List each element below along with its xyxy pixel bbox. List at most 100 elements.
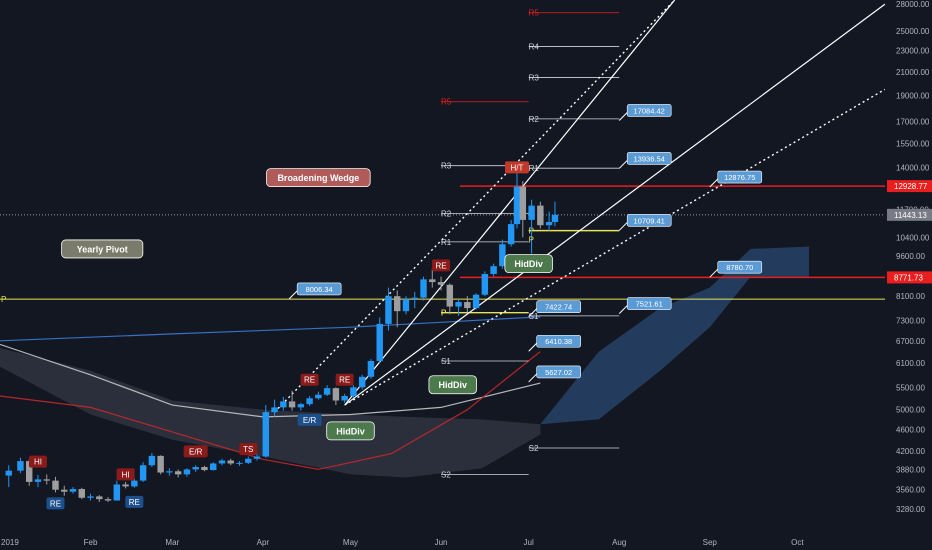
signal-marker-box bbox=[300, 373, 319, 386]
time-tick-label: 2019 bbox=[1, 538, 19, 547]
candle-body bbox=[323, 388, 331, 395]
candle-body bbox=[61, 489, 68, 492]
price-axis-label-box bbox=[887, 208, 932, 221]
signal-marker-box bbox=[239, 443, 258, 456]
candle bbox=[429, 268, 436, 288]
value-callout-label: 10709.41 bbox=[634, 216, 665, 225]
signal-marker-box bbox=[504, 161, 529, 174]
candles bbox=[5, 169, 559, 502]
price-tick-label: 28000.00 bbox=[896, 0, 930, 9]
candle-body bbox=[288, 401, 296, 408]
value-callout-pointer bbox=[709, 268, 719, 278]
moving-average-0 bbox=[0, 316, 541, 342]
value-callout: 7521.61 bbox=[618, 297, 672, 314]
signal-marker-box bbox=[46, 497, 65, 510]
candle-body bbox=[315, 394, 322, 399]
candle-body bbox=[490, 266, 497, 274]
signal-markers: HI RE HI RE E/R TS RE E/R RE RE H/T P P bbox=[28, 161, 534, 510]
signal-marker: HI bbox=[28, 455, 47, 468]
pivot-levels: R5 R4 R3 R2 R1 P S1 S2 R5 R3 R2 R1 P S1 S2 bbox=[441, 9, 620, 479]
candle-body bbox=[551, 214, 559, 222]
value-callout-box bbox=[626, 152, 672, 165]
time-axis[interactable]: 2019 Feb Mar Apr May Jun Jul Aug Sep Oct bbox=[0, 530, 932, 550]
candle bbox=[332, 387, 340, 406]
annotation-box bbox=[326, 421, 375, 441]
price-tick-label: 10400.00 bbox=[896, 233, 930, 242]
value-callout: 5627.02 bbox=[528, 365, 581, 383]
value-callout-pointer bbox=[709, 178, 719, 188]
annotation-box bbox=[61, 239, 144, 259]
candle-body bbox=[52, 480, 59, 490]
price-tick-label: 4600.00 bbox=[896, 425, 925, 434]
time-tick-label: Jul bbox=[524, 538, 534, 547]
price-tick-label: 14000.00 bbox=[896, 163, 930, 172]
candle-body bbox=[34, 479, 42, 482]
candle bbox=[183, 468, 191, 477]
candle bbox=[218, 458, 226, 466]
candle-body bbox=[183, 469, 191, 475]
annotation-box bbox=[428, 375, 477, 395]
pivot-label-S1: S1 bbox=[441, 357, 451, 366]
candle-body bbox=[253, 456, 261, 459]
candle bbox=[394, 290, 401, 328]
candle-body bbox=[87, 496, 94, 498]
value-callout: 12876.75 bbox=[709, 170, 763, 188]
annotation-box bbox=[504, 254, 553, 274]
price-tick-label: 5000.00 bbox=[896, 406, 925, 415]
candle bbox=[52, 476, 59, 493]
signal-marker: RE bbox=[300, 373, 319, 386]
candle bbox=[315, 391, 322, 400]
price-tick-label: 25000.00 bbox=[896, 27, 930, 36]
value-callout-pointer bbox=[618, 160, 628, 169]
candle-body bbox=[43, 479, 50, 481]
pivot-p-label: P bbox=[441, 309, 446, 318]
value-callout-box bbox=[626, 214, 672, 227]
signal-marker-label: HI bbox=[34, 458, 42, 467]
signal-marker-box bbox=[432, 259, 451, 272]
signal-marker: E/R bbox=[297, 413, 322, 426]
candle bbox=[341, 393, 348, 403]
price-tick-label: 8100.00 bbox=[896, 292, 925, 301]
candle bbox=[280, 396, 287, 411]
value-callout: 10709.41 bbox=[618, 214, 672, 231]
candle bbox=[411, 291, 418, 309]
annotation-label: HidDiv bbox=[336, 426, 365, 436]
signal-marker: RE bbox=[46, 497, 65, 510]
price-tick-label: 17000.00 bbox=[896, 118, 930, 127]
candle-body bbox=[545, 221, 553, 226]
candle bbox=[288, 390, 296, 411]
candle bbox=[157, 455, 164, 475]
price-tick-label: 6700.00 bbox=[896, 337, 925, 346]
price-tick-label: 4200.00 bbox=[896, 447, 925, 456]
candle-body bbox=[17, 461, 24, 471]
trendlines[interactable] bbox=[274, 0, 886, 413]
value-callout-label: 13936.54 bbox=[634, 154, 665, 163]
candle-body bbox=[245, 458, 252, 463]
candle-body bbox=[192, 467, 199, 470]
candle bbox=[323, 385, 331, 397]
price-axis-label: 12928.77 bbox=[887, 180, 932, 193]
annotations: Broadening Wedge Yearly Pivot HidDiv HidDiv… bbox=[61, 168, 553, 441]
pivot-label-R2: R2 bbox=[441, 210, 452, 219]
trendline-0 bbox=[274, 0, 676, 413]
signal-marker-label: E/R bbox=[189, 447, 203, 456]
price-axis-label: 11443.13 bbox=[887, 208, 932, 221]
candle-body bbox=[464, 302, 471, 309]
price-axis-label-text: 12928.77 bbox=[894, 182, 928, 191]
price-axis[interactable]: 28000.00 25000.00 23000.00 21000.00 19000.00… bbox=[885, 0, 932, 550]
candle-body bbox=[122, 484, 129, 487]
time-tick-label: Mar bbox=[165, 538, 179, 547]
candle-body bbox=[528, 205, 535, 220]
candle bbox=[148, 453, 156, 468]
candle bbox=[420, 276, 427, 301]
signal-marker-label: RE bbox=[304, 376, 315, 385]
annotation-label: HidDiv bbox=[438, 380, 467, 390]
candle-body bbox=[78, 489, 85, 498]
candle-body bbox=[350, 387, 357, 397]
candle-body bbox=[420, 279, 427, 298]
candle-body bbox=[227, 460, 234, 464]
candle bbox=[43, 474, 50, 485]
signal-marker-label: RE bbox=[339, 376, 350, 385]
candle-body bbox=[148, 455, 156, 466]
